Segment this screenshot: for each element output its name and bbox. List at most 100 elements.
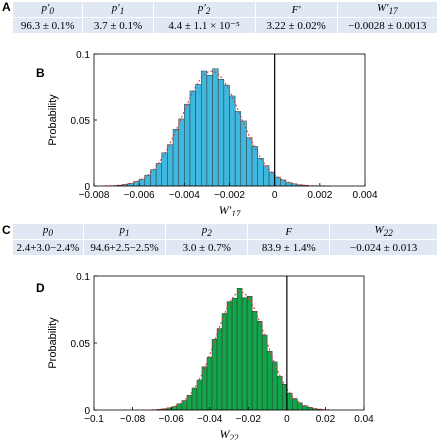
histogram-bar bbox=[216, 328, 223, 411]
y-tick-label: 0 bbox=[84, 182, 90, 193]
histogram-bar bbox=[217, 79, 225, 187]
histogram-chart-w22: −0.1 −0.08 −0.06 −0.04 −0.02 0 0.02 0.04 0 0.05 0.… bbox=[47, 272, 374, 440]
histogram-bar bbox=[167, 144, 174, 187]
histogram-bar bbox=[189, 90, 196, 187]
histogram-bar bbox=[195, 84, 202, 187]
x-tick-label: 0.04 bbox=[354, 414, 374, 425]
histogram-bar bbox=[206, 75, 213, 187]
histogram-bar bbox=[201, 70, 208, 187]
x-tick-label: 0.02 bbox=[316, 414, 336, 425]
table-a-header-f: F′ bbox=[254, 2, 338, 18]
parameter-table-a: p′0 p′1 p′2 F′ W′17 96.3 ± 0.1% 3.7 ± 0.… bbox=[13, 2, 437, 33]
panel-label-c: C bbox=[2, 223, 11, 237]
histogram-bar bbox=[138, 178, 146, 187]
histogram-bar bbox=[268, 171, 275, 187]
x-tick-label: −0.06 bbox=[158, 414, 184, 425]
table-a-header-p0: p′0 bbox=[13, 2, 83, 18]
histogram-bar bbox=[240, 120, 247, 187]
histogram-bar bbox=[274, 176, 281, 187]
x-tick-label: 0 bbox=[272, 190, 278, 201]
x-tick-label: −0.004 bbox=[169, 190, 200, 201]
table-a-value-p2: 4.4 ± 1.1 × 10⁻⁵ bbox=[152, 17, 256, 33]
histogram-bar bbox=[271, 361, 278, 411]
panel-label-a: A bbox=[2, 0, 11, 14]
x-tick-label: −0.02 bbox=[236, 414, 262, 425]
table-a-header-p2: p′2 bbox=[152, 2, 256, 18]
histogram-chart-w17: −0.008 −0.006 −0.004 −0.002 0 0.002 0.004 0 0.05… bbox=[47, 50, 378, 216]
x-tick-label: −0.002 bbox=[214, 190, 245, 201]
histogram-bar bbox=[212, 68, 219, 187]
panel-label-b: B bbox=[36, 66, 45, 80]
histogram-bar bbox=[246, 137, 253, 187]
gaussian-fit-line bbox=[105, 70, 332, 187]
x-tick-label: 0.002 bbox=[307, 190, 332, 201]
table-c-header-f: F bbox=[247, 224, 330, 240]
histogram-bar bbox=[144, 174, 151, 187]
histogram-bar bbox=[229, 95, 236, 187]
x-axis-title: W′17 bbox=[219, 203, 241, 216]
histogram-bar bbox=[257, 158, 264, 187]
table-a-header-p1: p′1 bbox=[82, 2, 154, 18]
table-a-value-f: 3.22 ± 0.02% bbox=[254, 17, 338, 33]
histogram-bar bbox=[266, 351, 273, 411]
histogram-bar bbox=[184, 103, 191, 187]
y-tick-label: 0.1 bbox=[76, 272, 90, 283]
histogram-bar bbox=[251, 310, 258, 411]
histogram-bar bbox=[246, 295, 253, 411]
histogram-bar bbox=[226, 301, 233, 411]
table-c-value-w22: −0.024 ± 0.013 bbox=[329, 239, 437, 255]
histogram-bar bbox=[276, 376, 283, 411]
y-tick-label: 0.1 bbox=[76, 50, 90, 61]
histogram-bar bbox=[211, 338, 218, 411]
histogram-bar bbox=[234, 111, 242, 187]
histogram-bar bbox=[161, 152, 168, 187]
table-c-header-p0: p0 bbox=[13, 224, 84, 240]
panel-label-d: D bbox=[36, 281, 45, 295]
x-tick-label: −0.08 bbox=[120, 414, 146, 425]
histogram-bar bbox=[191, 387, 198, 411]
table-c-value-p2: 3.0 ± 0.7% bbox=[165, 239, 248, 255]
table-a-value-p0: 96.3 ± 0.1% bbox=[20, 19, 75, 32]
gaussian-fit-line bbox=[151, 291, 332, 411]
x-axis-title: W22 bbox=[220, 427, 240, 440]
y-tick-label: 0 bbox=[84, 406, 90, 417]
histogram-bar bbox=[292, 398, 298, 411]
histogram-bar bbox=[236, 288, 243, 411]
table-a-header-w17: W′17 bbox=[336, 2, 437, 18]
table-c-value-f: 83.9 ± 1.4% bbox=[247, 239, 330, 255]
table-a-value-p1: 3.7 ± 0.1% bbox=[82, 17, 154, 33]
y-tick-label: 0.05 bbox=[71, 339, 91, 350]
histogram-bar bbox=[221, 313, 228, 411]
parameter-table-c: p0 p1 p2 F W22 2.4+3.0−2.4% 94.6+2.5−2.5… bbox=[13, 224, 437, 255]
histogram-bar bbox=[155, 163, 163, 187]
histogram-bar bbox=[261, 334, 268, 411]
histogram-bar bbox=[256, 321, 263, 411]
x-tick-label: 0.004 bbox=[352, 190, 377, 201]
table-c-header-w22: W22 bbox=[329, 224, 437, 240]
y-tick-label: 0.05 bbox=[71, 116, 91, 127]
histogram-bar bbox=[196, 379, 203, 411]
histogram-bar bbox=[176, 403, 183, 411]
y-axis-title: Probability bbox=[47, 94, 59, 146]
x-tick-label: −0.006 bbox=[124, 190, 155, 201]
histogram-bar bbox=[223, 84, 230, 187]
x-tick-label: −0.04 bbox=[197, 414, 223, 425]
histogram-bar bbox=[302, 405, 308, 411]
table-c-value-p0: 2.4+3.0−2.4% bbox=[16, 241, 80, 254]
histogram-bar bbox=[285, 182, 292, 187]
histogram-bar bbox=[241, 297, 248, 411]
histogram-bar bbox=[201, 366, 208, 411]
x-tick-label: −0.008 bbox=[79, 190, 110, 201]
histogram-bar bbox=[172, 129, 179, 187]
x-tick-label: 0 bbox=[284, 414, 290, 425]
histogram-bar bbox=[231, 297, 238, 411]
x-tick-label: −0.1 bbox=[84, 414, 104, 425]
histogram-bar bbox=[186, 394, 193, 411]
y-axis-title: Probability bbox=[47, 317, 59, 369]
table-c-value-p1: 94.6+2.5−2.5% bbox=[82, 239, 166, 255]
table-c-header-p1: p1 bbox=[82, 224, 166, 240]
histogram-bar bbox=[206, 356, 213, 411]
histogram-bar bbox=[178, 118, 185, 187]
table-c-header-p2: p2 bbox=[165, 224, 248, 240]
table-a-value-w17: −0.0028 ± 0.0013 bbox=[336, 17, 437, 33]
